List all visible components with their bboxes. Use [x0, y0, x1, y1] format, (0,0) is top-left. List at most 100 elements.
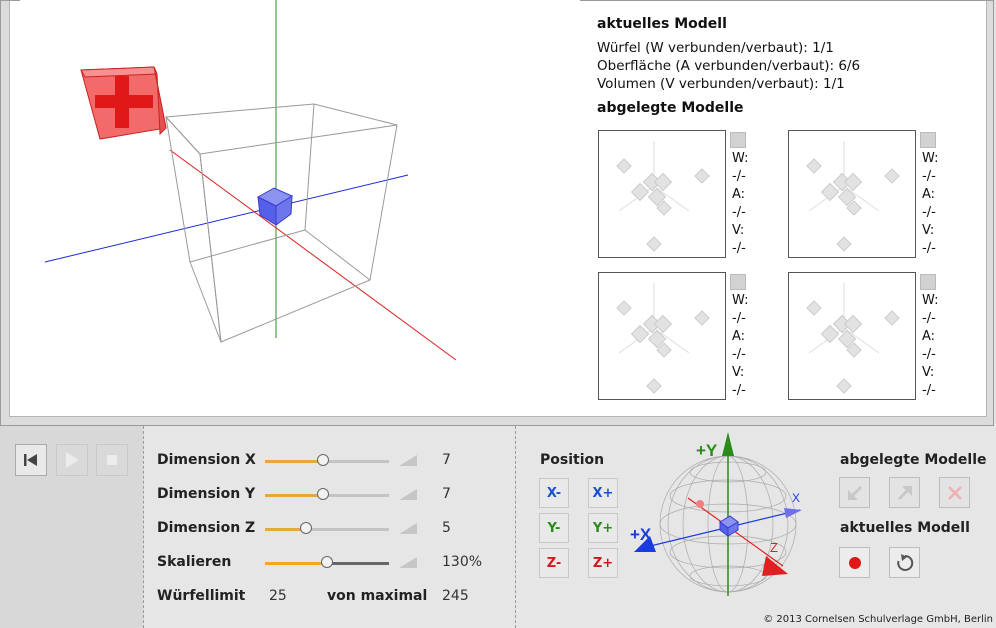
scale-knob[interactable] — [321, 556, 333, 568]
saved-model-thumbnail[interactable] — [598, 272, 726, 400]
dimension-z-knob[interactable] — [299, 522, 312, 534]
thumbnail-stats: W: -/- A: -/- V: -/- — [922, 150, 938, 258]
cube-limit-label: Würfellimit — [157, 588, 246, 604]
thumbnail-stat: W: — [922, 293, 939, 308]
info-line-volume: Volumen (V verbunden/verbaut): 1/1 — [597, 76, 845, 92]
globe-x-label: +X — [630, 525, 652, 544]
save-model-button[interactable] — [889, 477, 920, 508]
thumbnail-stat: V: — [732, 223, 745, 238]
z-axis-line — [169, 149, 457, 361]
position-button-yminus[interactable]: Y- — [539, 513, 569, 543]
dimension-y-knob[interactable] — [317, 488, 330, 500]
load-model-button[interactable] — [839, 477, 870, 508]
dimension-y-label: Dimension Y — [157, 486, 256, 502]
thumbnail-select-checkbox[interactable] — [920, 132, 936, 148]
thumbnail-stat: -/- — [922, 205, 936, 220]
3d-viewport[interactable] — [20, 0, 580, 410]
position-button-zminus[interactable]: Z- — [539, 548, 569, 578]
thumbnail-select-checkbox[interactable] — [730, 274, 746, 290]
scale-slider[interactable] — [265, 556, 389, 568]
play-button[interactable] — [56, 444, 88, 476]
thumbnail-stats: W: -/- A: -/- V: -/- — [922, 292, 938, 400]
thumbnail-select-checkbox[interactable] — [730, 132, 746, 148]
saved-model-thumbnail[interactable] — [598, 130, 726, 258]
thumbnail-stat: A: — [922, 187, 936, 202]
max-label: von maximal — [327, 588, 428, 604]
copyright: © 2013 Cornelsen Schulverlage GmbH, Berl… — [763, 614, 993, 625]
saved-model-thumbnail[interactable] — [788, 272, 916, 400]
thumbnail-stat: W: — [732, 293, 749, 308]
position-button-xminus[interactable]: X- — [539, 478, 569, 508]
delete-model-button[interactable] — [939, 477, 970, 508]
position-title: Position — [540, 452, 605, 468]
cube-limit-value: 25 — [269, 588, 287, 604]
scale-value: 130% — [442, 554, 483, 570]
thumbnail-stat: -/- — [732, 241, 746, 256]
dimension-x-label: Dimension X — [157, 452, 256, 468]
record-button[interactable] — [839, 547, 870, 578]
separator — [515, 426, 516, 628]
arrow-up-right-icon — [897, 485, 912, 500]
skip-back-button[interactable] — [15, 444, 47, 476]
slider-wedge-icon — [399, 455, 417, 466]
saved-models-heading: abgelegte Modelle — [597, 100, 744, 116]
record-icon — [848, 556, 861, 569]
model-preview — [806, 283, 900, 394]
thumbnail-stat: -/- — [732, 311, 746, 326]
current-model-title: aktuelles Modell — [840, 520, 970, 536]
current-cube — [256, 187, 294, 226]
dimension-y-value: 7 — [442, 486, 451, 502]
saved-model-thumbnail[interactable] — [788, 130, 916, 258]
model-info: aktuelles Modell Würfel (W verbunden/ver… — [597, 16, 977, 124]
thumbnail-stats: W: -/- A: -/- V: -/- — [732, 150, 748, 258]
thumbnail-stat: -/- — [922, 241, 936, 256]
info-line-cubes: Würfel (W verbunden/verbaut): 1/1 — [597, 40, 834, 56]
globe-z-small-label: Z — [770, 540, 778, 555]
info-line-surface: Oberfläche (A verbunden/verbaut): 6/6 — [597, 58, 861, 74]
arrow-down-left-icon — [847, 485, 862, 500]
globe-y-label: +Y — [696, 441, 718, 460]
thumbnail-stat: -/- — [922, 383, 936, 398]
model-preview — [806, 141, 900, 252]
thumbnail-stat: W: — [922, 151, 939, 166]
dimension-x-value: 7 — [442, 452, 451, 468]
thumbnail-stats: W: -/- A: -/- V: -/- — [732, 292, 748, 400]
thumbnail-stat: -/- — [922, 169, 936, 184]
thumbnail-stat: V: — [922, 365, 935, 380]
thumbnail-stat: A: — [922, 329, 936, 344]
position-button-yplus[interactable]: Y+ — [588, 513, 618, 543]
scene-svg — [44, 0, 457, 361]
thumbnail-stat: -/- — [922, 311, 936, 326]
playback-panel — [0, 426, 143, 628]
close-icon — [947, 485, 962, 500]
plus-icon[interactable] — [80, 66, 167, 140]
thumbnail-stat: V: — [732, 365, 745, 380]
thumbnail-stat: W: — [732, 151, 749, 166]
control-panel: Dimension X 7 Dimension Y 7 Dimension Z … — [0, 426, 996, 628]
saved-models-title: abgelegte Modelle — [840, 452, 987, 468]
stop-button[interactable] — [96, 444, 128, 476]
globe-x-small-label: X — [792, 491, 800, 505]
orientation-globe[interactable]: +Y +X X Z — [628, 426, 804, 606]
dimension-x-slider[interactable] — [265, 454, 389, 466]
position-button-xplus[interactable]: X+ — [588, 478, 618, 508]
skip-back-icon — [24, 454, 37, 466]
play-icon — [66, 452, 79, 468]
bounding-box — [164, 103, 398, 343]
dimension-y-slider[interactable] — [265, 488, 389, 500]
thumbnail-select-checkbox[interactable] — [920, 274, 936, 290]
reset-icon — [896, 553, 913, 571]
reset-button[interactable] — [889, 547, 920, 578]
dimension-x-knob[interactable] — [317, 454, 330, 466]
max-value: 245 — [442, 588, 469, 604]
current-model-heading: aktuelles Modell — [597, 16, 727, 32]
thumbnail-stat: -/- — [922, 347, 936, 362]
thumbnail-stat: A: — [732, 329, 746, 344]
dimension-z-slider[interactable] — [265, 522, 389, 534]
thumbnail-stat: A: — [732, 187, 746, 202]
position-button-zplus[interactable]: Z+ — [588, 548, 618, 578]
slider-wedge-icon — [399, 557, 417, 568]
cube-limit-row: Würfellimit 25 von maximal 245 — [157, 588, 497, 608]
slider-wedge-icon — [399, 489, 417, 500]
thumbnail-stat: -/- — [732, 169, 746, 184]
